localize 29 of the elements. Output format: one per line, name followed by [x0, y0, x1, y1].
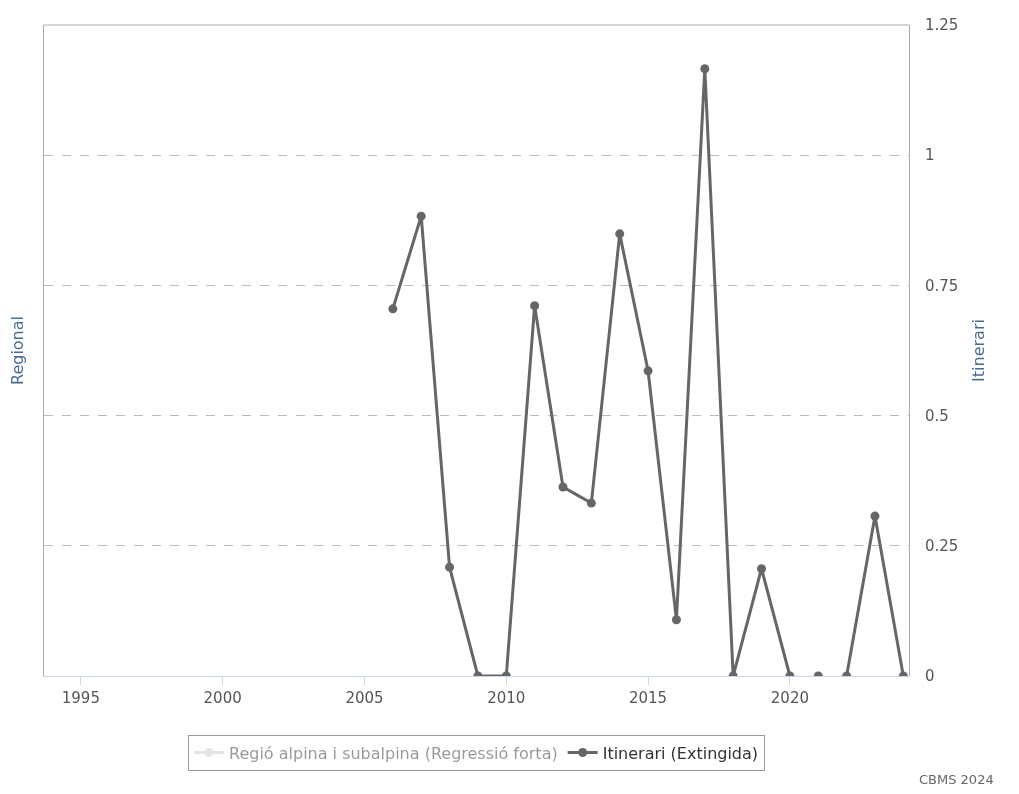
x-tick-label: 2005 [345, 689, 384, 707]
x-tick-label: 2010 [487, 689, 526, 707]
point [671, 615, 681, 625]
y-axis-title: Regional [7, 315, 27, 386]
x-tick-label: 2020 [770, 689, 809, 707]
point [388, 304, 398, 314]
point [530, 301, 540, 311]
y2-axis-title: Itinerari [969, 319, 989, 382]
y2-tick-label: 1 [925, 146, 935, 165]
y2-tick-label: 0.5 [925, 406, 949, 425]
x-tick-label: 2015 [628, 689, 668, 707]
y2-tick-label: 0 [925, 667, 935, 686]
point [416, 211, 426, 221]
legend-label: Regió alpina i subalpina (Regressió forta) [229, 743, 558, 763]
point [586, 498, 596, 508]
text: CBMS 2024 [919, 772, 994, 787]
y2-tick-label: 1.25 [925, 16, 959, 35]
x-tick-label: 2000 [203, 689, 242, 707]
x-tick-label: 1995 [61, 689, 100, 707]
point [558, 482, 568, 492]
y2-tick-label: 0.25 [925, 537, 959, 556]
point [700, 64, 710, 74]
point [615, 229, 625, 239]
y2-tick-label: 0.75 [925, 276, 959, 295]
point [445, 562, 455, 572]
point [870, 511, 880, 521]
point [643, 366, 653, 376]
legend-label: Itinerari (Extingida) [602, 743, 759, 763]
point [757, 564, 767, 574]
